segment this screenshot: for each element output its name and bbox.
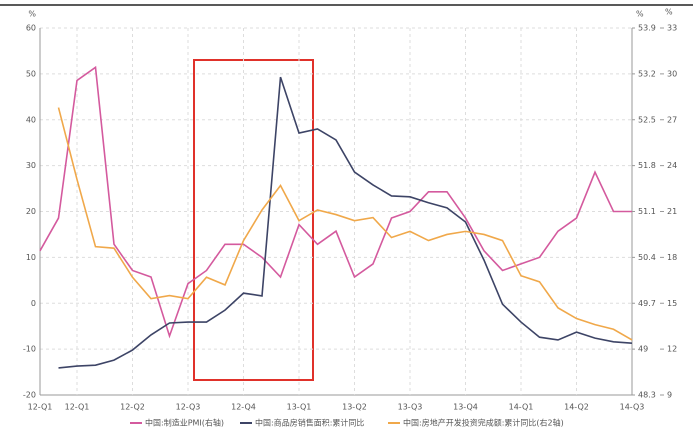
x-tick-label: 12-Q4 [231,403,256,412]
highlight-box [193,59,314,381]
y-tick-label: -20 [23,391,36,400]
y2-tick-label: 49 [638,345,648,354]
y3-tick-label: 24 [667,161,677,170]
y3-axis-unit: % [665,8,673,17]
y2-tick-label: 53.9 [638,24,656,33]
y2-tick-label: 52.5 [638,115,656,124]
y3-tick-label: 27 [667,115,677,124]
x-tick-label: 12-Q1 [28,403,53,412]
x-tick-label: 12-Q1 [65,403,90,412]
x-tick-label: 13-Q2 [342,403,367,412]
series-line [58,76,633,369]
y-tick-label: 40 [26,115,36,124]
legend-label: 中国:制造业PMI(右轴) [145,418,224,428]
x-tick-label: 13-Q1 [287,403,312,412]
legend-label: 中国:房地产开发投资完成额:累计同比(右2轴) [403,418,564,428]
y-axis-unit: % [28,10,36,19]
y-tick-label: 10 [26,253,36,262]
series-line [39,65,632,339]
y-tick-label: 60 [26,24,36,33]
y-tick-label: 30 [26,161,36,170]
series-line [57,107,633,341]
x-tick-label: 12-Q3 [176,403,201,412]
x-tick-label: 13-Q3 [398,403,423,412]
y3-tick-label: 30 [667,69,677,78]
y-tick-label: 20 [26,207,36,216]
y3-tick-label: 21 [667,207,677,216]
y2-tick-label: 53.2 [638,69,656,78]
x-tick-label: 14-Q3 [620,403,645,412]
y3-tick-label: 33 [667,24,677,33]
y3-tick-label: 18 [667,253,677,262]
x-tick-label: 14-Q1 [509,403,534,412]
y3-tick-label: 12 [667,345,677,354]
y-tick-label: -10 [23,345,36,354]
x-tick-label: 13-Q4 [453,403,478,412]
y3-tick-label: 9 [667,391,672,400]
y-tick-label: 50 [26,69,36,78]
y2-tick-label: 51.1 [638,207,656,216]
y3-tick-label: 15 [667,299,677,308]
y2-tick-label: 50.4 [638,253,656,262]
y2-axis-unit: % [636,10,644,19]
legend-label: 中国:商品房销售面积:累计同比 [255,418,364,428]
y2-tick-label: 51.8 [638,161,656,170]
x-tick-label: 14-Q2 [564,403,589,412]
y-tick-label: 0 [31,299,36,308]
x-tick-label: 12-Q2 [120,403,145,412]
y2-tick-label: 49.7 [638,299,656,308]
y2-tick-label: 48.3 [638,391,656,400]
